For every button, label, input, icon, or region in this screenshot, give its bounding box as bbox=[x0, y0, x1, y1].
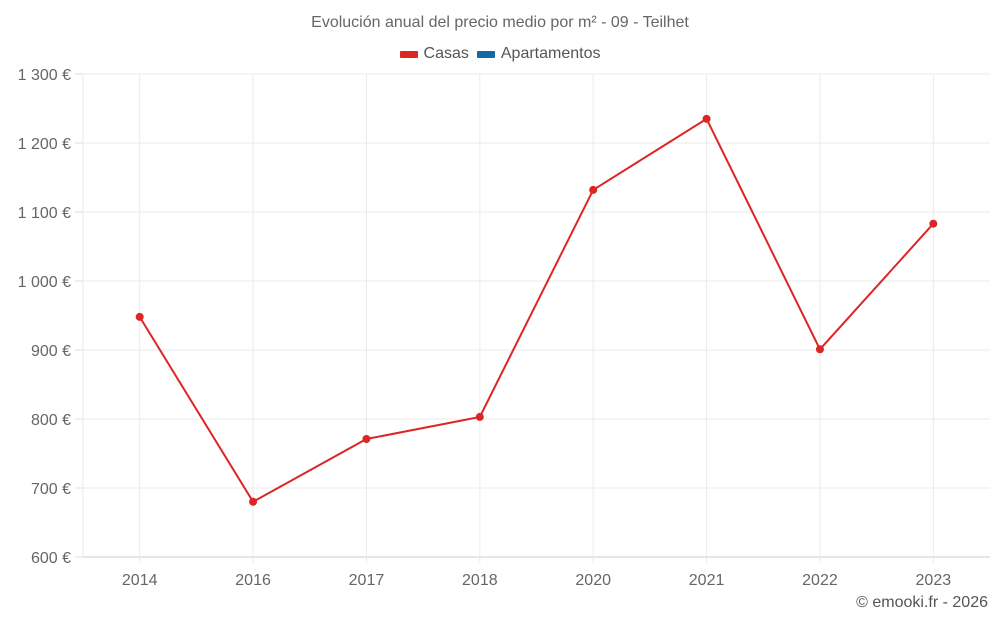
legend-label-casas: Casas bbox=[423, 45, 469, 62]
y-tick-label: 1 100 € bbox=[18, 205, 71, 222]
y-tick-label: 600 € bbox=[31, 550, 71, 567]
data-point[interactable] bbox=[589, 185, 598, 194]
chart-title: Evolución anual del precio medio por m² … bbox=[311, 14, 689, 31]
x-tick-label: 2021 bbox=[689, 572, 725, 589]
series-casas bbox=[135, 114, 938, 506]
x-tick-label: 2023 bbox=[916, 572, 952, 589]
y-tick-label: 1 200 € bbox=[18, 136, 71, 153]
x-axis: 2014 2016 2017 2018 2020 2021 2022 2023 bbox=[122, 572, 951, 589]
x-tick-label: 2014 bbox=[122, 572, 158, 589]
legend-label-apartamentos: Apartamentos bbox=[500, 45, 601, 62]
x-tick-label: 2016 bbox=[235, 572, 271, 589]
copyright-credit: © emooki.fr - 2026 bbox=[856, 594, 988, 611]
legend: Casas Apartamentos bbox=[0, 45, 1000, 63]
data-point[interactable] bbox=[475, 412, 484, 421]
legend-item-casas[interactable]: Casas bbox=[399, 45, 469, 63]
apartamentos-swatch-icon bbox=[476, 50, 495, 58]
x-tick-label: 2022 bbox=[802, 572, 838, 589]
y-tick-label: 800 € bbox=[31, 412, 71, 429]
data-point[interactable] bbox=[929, 219, 938, 228]
x-tick-label: 2018 bbox=[462, 572, 498, 589]
y-tick-label: 700 € bbox=[31, 481, 71, 498]
y-tick-label: 1 000 € bbox=[18, 274, 71, 291]
y-tick-label: 1 300 € bbox=[18, 67, 71, 84]
data-point[interactable] bbox=[702, 114, 711, 123]
legend-item-apartamentos[interactable]: Apartamentos bbox=[476, 45, 601, 63]
y-tick-label: 900 € bbox=[31, 343, 71, 360]
x-tick-label: 2020 bbox=[575, 572, 611, 589]
data-point[interactable] bbox=[135, 312, 144, 321]
casas-swatch-icon bbox=[399, 50, 418, 58]
grid-lines bbox=[75, 73, 990, 563]
x-tick-label: 2017 bbox=[349, 572, 385, 589]
data-point[interactable] bbox=[362, 435, 371, 444]
data-point[interactable] bbox=[815, 345, 824, 354]
data-point[interactable] bbox=[249, 497, 258, 506]
y-axis: 600 € 700 € 800 € 900 € 1 000 € 1 100 € 1 200 … bbox=[18, 67, 71, 567]
